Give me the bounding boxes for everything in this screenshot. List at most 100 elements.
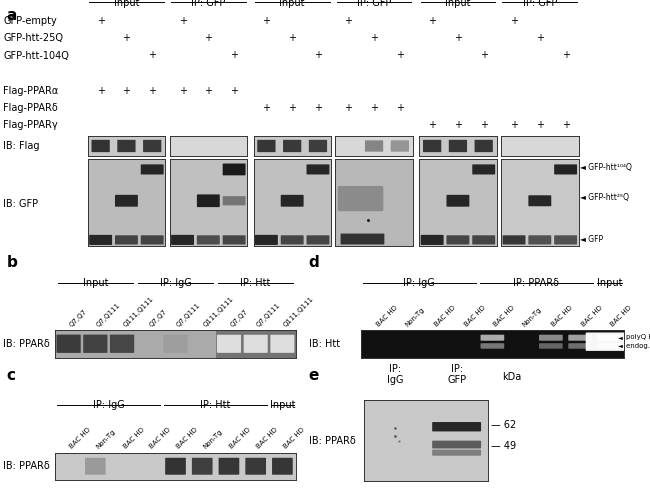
FancyBboxPatch shape xyxy=(554,164,577,174)
FancyBboxPatch shape xyxy=(143,140,161,152)
FancyBboxPatch shape xyxy=(586,332,633,351)
Text: polyQ Htt: polyQ Htt xyxy=(626,334,650,340)
FancyBboxPatch shape xyxy=(283,140,302,152)
Text: IP: GFP: IP: GFP xyxy=(523,0,557,8)
FancyBboxPatch shape xyxy=(365,140,384,151)
FancyBboxPatch shape xyxy=(309,140,327,152)
Text: ◄ GFP-htt¹⁰⁴Q: ◄ GFP-htt¹⁰⁴Q xyxy=(580,163,632,172)
FancyBboxPatch shape xyxy=(244,334,268,353)
Text: IB: GFP: IB: GFP xyxy=(3,198,38,209)
FancyBboxPatch shape xyxy=(115,195,138,206)
FancyBboxPatch shape xyxy=(423,140,441,152)
Text: +: + xyxy=(179,86,187,96)
FancyBboxPatch shape xyxy=(165,458,186,474)
Text: Input: Input xyxy=(280,0,305,8)
Text: BAC HD: BAC HD xyxy=(149,427,172,450)
Text: Non-Tg: Non-Tg xyxy=(202,428,224,450)
FancyBboxPatch shape xyxy=(110,334,134,353)
Text: BAC HD: BAC HD xyxy=(282,427,306,450)
Text: +: + xyxy=(97,16,105,26)
FancyBboxPatch shape xyxy=(217,334,241,353)
Text: Q7,Q7: Q7,Q7 xyxy=(149,308,168,328)
Text: IP: GFP: IP: GFP xyxy=(191,0,226,8)
FancyBboxPatch shape xyxy=(432,422,481,432)
Text: BAC HD: BAC HD xyxy=(463,304,486,328)
FancyBboxPatch shape xyxy=(341,234,384,244)
Text: IP: Htt: IP: Htt xyxy=(240,278,271,287)
Text: IP:
IgG: IP: IgG xyxy=(387,364,403,385)
Text: Q7,Q111: Q7,Q111 xyxy=(255,302,282,328)
Text: b: b xyxy=(6,255,18,270)
Text: +: + xyxy=(288,103,296,113)
Text: Input: Input xyxy=(114,0,139,8)
Text: +: + xyxy=(288,33,296,43)
Text: +: + xyxy=(230,50,238,60)
Text: +: + xyxy=(204,86,213,96)
FancyBboxPatch shape xyxy=(447,236,469,244)
Bar xyxy=(216,330,296,357)
Text: Q111,Q111: Q111,Q111 xyxy=(282,295,315,328)
FancyBboxPatch shape xyxy=(473,236,495,244)
FancyBboxPatch shape xyxy=(307,236,330,244)
Text: IB: Flag: IB: Flag xyxy=(3,141,40,151)
Text: Flag-PPARδ: Flag-PPARδ xyxy=(3,103,58,113)
Text: +: + xyxy=(263,16,270,26)
Text: BAC HD: BAC HD xyxy=(580,304,603,328)
FancyBboxPatch shape xyxy=(480,343,504,348)
Text: BAC HD: BAC HD xyxy=(69,427,92,450)
Text: +: + xyxy=(314,50,322,60)
FancyBboxPatch shape xyxy=(539,343,563,348)
Text: +: + xyxy=(510,16,518,26)
FancyBboxPatch shape xyxy=(447,195,469,206)
Text: c: c xyxy=(6,368,16,382)
FancyBboxPatch shape xyxy=(281,236,304,244)
Text: +: + xyxy=(97,86,105,96)
Text: Input: Input xyxy=(83,278,108,287)
FancyBboxPatch shape xyxy=(245,458,266,474)
FancyBboxPatch shape xyxy=(272,458,292,474)
FancyBboxPatch shape xyxy=(89,235,112,245)
Text: Flag-PPARα: Flag-PPARα xyxy=(3,86,58,96)
Text: ◄ GFP-htt²⁵Q: ◄ GFP-htt²⁵Q xyxy=(580,193,629,202)
Text: +: + xyxy=(148,86,156,96)
Text: IP: PPARδ: IP: PPARδ xyxy=(514,278,559,287)
FancyBboxPatch shape xyxy=(217,334,241,353)
Text: +: + xyxy=(344,16,352,26)
Text: +: + xyxy=(454,33,462,43)
Text: IP: IgG: IP: IgG xyxy=(404,278,435,287)
FancyBboxPatch shape xyxy=(554,236,577,244)
Text: Q7,Q7: Q7,Q7 xyxy=(69,308,88,328)
Text: BAC HD: BAC HD xyxy=(493,304,515,328)
FancyBboxPatch shape xyxy=(171,235,194,245)
FancyBboxPatch shape xyxy=(480,334,504,340)
FancyBboxPatch shape xyxy=(281,195,304,206)
Text: kDa: kDa xyxy=(502,372,521,382)
Text: +: + xyxy=(122,86,131,96)
FancyBboxPatch shape xyxy=(391,140,409,151)
Text: +: + xyxy=(148,50,156,60)
Text: +: + xyxy=(179,16,187,26)
Text: d: d xyxy=(309,255,320,270)
FancyBboxPatch shape xyxy=(257,140,276,152)
FancyBboxPatch shape xyxy=(597,343,621,348)
FancyBboxPatch shape xyxy=(270,334,294,353)
FancyBboxPatch shape xyxy=(270,334,294,353)
FancyBboxPatch shape xyxy=(192,458,213,474)
FancyBboxPatch shape xyxy=(92,140,110,152)
Text: Q7,Q111: Q7,Q111 xyxy=(96,302,122,328)
FancyBboxPatch shape xyxy=(432,440,481,448)
FancyBboxPatch shape xyxy=(57,334,81,353)
Text: GFP-htt-104Q: GFP-htt-104Q xyxy=(3,50,69,60)
FancyBboxPatch shape xyxy=(528,196,551,206)
FancyBboxPatch shape xyxy=(141,236,164,244)
FancyBboxPatch shape xyxy=(141,164,164,174)
Text: Q7,Q7: Q7,Q7 xyxy=(229,308,249,328)
Text: endog. Htt: endog. Htt xyxy=(626,342,650,348)
Text: BAC HD: BAC HD xyxy=(255,427,279,450)
Text: +: + xyxy=(428,16,436,26)
Text: +: + xyxy=(510,120,518,130)
Text: ◄: ◄ xyxy=(618,343,623,348)
Text: IB: PPARδ: IB: PPARδ xyxy=(3,339,50,349)
Text: +: + xyxy=(536,120,544,130)
FancyBboxPatch shape xyxy=(307,164,330,174)
